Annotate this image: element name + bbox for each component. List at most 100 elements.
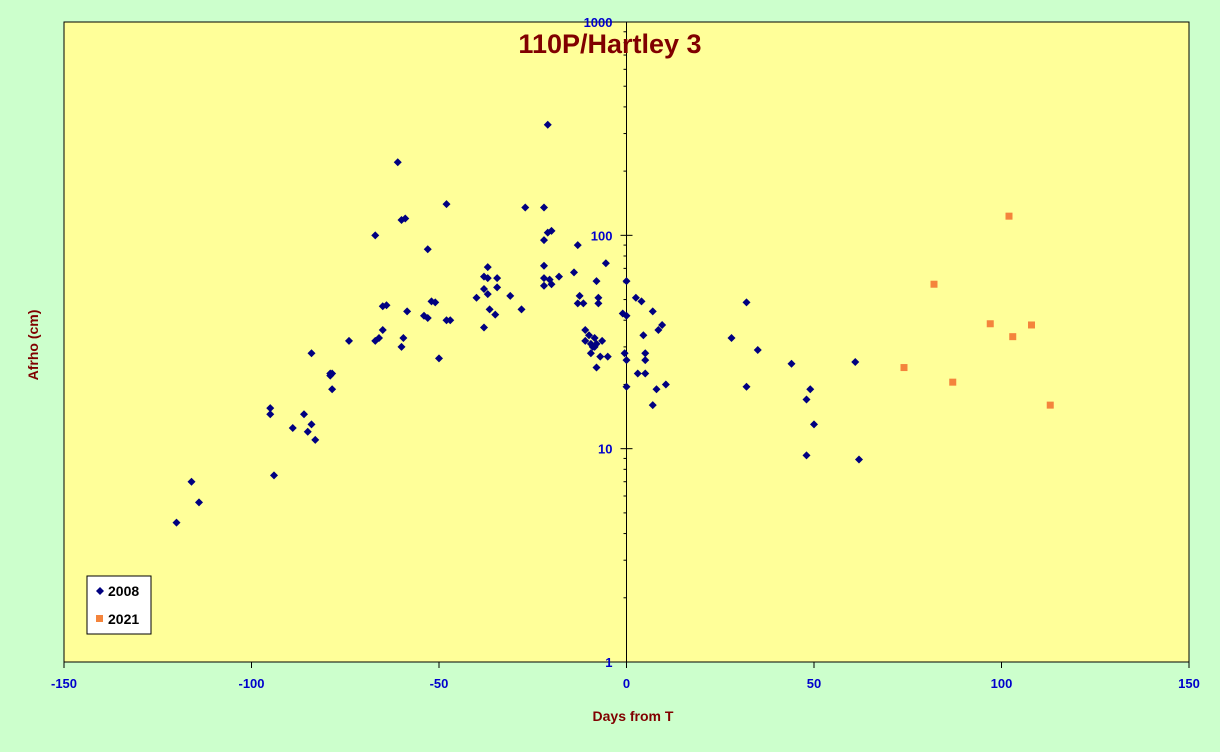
y-axis [620, 21, 633, 663]
data-point-2008 [641, 356, 650, 365]
data-point-2008 [483, 290, 492, 299]
data-point-2008 [787, 359, 796, 368]
data-point-2008 [601, 259, 610, 268]
data-point-2008 [586, 349, 595, 358]
data-point-2008 [598, 336, 607, 345]
data-point-2008 [442, 200, 451, 209]
data-point-2008 [307, 420, 316, 429]
data-point-2021 [930, 280, 938, 288]
data-point-2008 [637, 297, 646, 306]
data-point-2008 [446, 316, 455, 325]
data-point-2008 [622, 277, 631, 286]
data-point-2008 [483, 263, 492, 272]
data-point-2008 [592, 363, 601, 372]
data-point-2008 [622, 382, 631, 391]
data-point-2008 [543, 120, 552, 129]
x-axis [63, 661, 1190, 668]
data-points [172, 120, 1054, 527]
data-point-2008 [639, 331, 648, 340]
data-point-2021 [900, 364, 908, 372]
data-point-2008 [573, 241, 582, 250]
data-point-2008 [581, 336, 590, 345]
data-point-2008 [585, 331, 593, 340]
data-point-2008 [266, 410, 275, 419]
data-point-2008 [603, 352, 612, 361]
data-point-2008 [631, 293, 640, 302]
data-point-2008 [592, 339, 601, 348]
data-point-2008 [620, 349, 629, 358]
data-point-2008 [633, 369, 642, 378]
data-point-2008 [592, 277, 601, 286]
data-point-2008 [855, 455, 863, 464]
data-point-2008 [648, 401, 657, 410]
data-point-2008 [328, 385, 337, 394]
y-tick-label: 1000 [584, 15, 613, 30]
data-point-2008 [806, 385, 815, 394]
data-point-2008 [345, 336, 353, 345]
data-point-2008 [270, 471, 278, 480]
x-tick-label: -150 [51, 676, 77, 691]
data-point-2008 [423, 313, 432, 322]
data-point-2008 [480, 285, 488, 294]
y-tick-label: 10 [598, 442, 612, 457]
data-point-2008 [172, 518, 181, 527]
legend: 2008 2021 [86, 575, 152, 635]
data-point-2008 [594, 299, 603, 308]
data-point-2008 [480, 323, 488, 332]
data-point-2008 [378, 325, 387, 334]
data-point-2021 [949, 378, 957, 386]
data-point-2008 [540, 261, 548, 270]
data-point-2008 [382, 301, 391, 310]
data-point-2008 [485, 305, 494, 314]
data-point-2008 [654, 325, 663, 334]
data-point-2008 [742, 382, 751, 391]
data-point-2008 [579, 299, 588, 308]
data-point-2008 [727, 334, 736, 343]
data-point-2008 [399, 334, 408, 343]
data-point-2008 [753, 346, 762, 355]
legend-entry-2008: 2008 [108, 583, 139, 599]
data-point-2008 [648, 307, 657, 316]
data-point-2008 [506, 291, 515, 300]
data-point-2008 [851, 357, 860, 366]
data-point-2008 [547, 280, 556, 289]
data-point-2008 [652, 385, 661, 394]
data-point-2008 [540, 203, 548, 212]
data-point-2008 [517, 305, 526, 314]
chart-title: 110P/Hartley 3 [518, 29, 701, 59]
data-point-2021 [1046, 401, 1054, 409]
data-point-2008 [375, 334, 383, 343]
data-point-2008 [540, 274, 548, 283]
data-point-2008 [802, 395, 811, 404]
data-point-2008 [594, 293, 603, 302]
data-point-2008 [622, 311, 631, 320]
data-point-2008 [573, 299, 582, 308]
data-point-2008 [371, 231, 380, 240]
legend-entry-2021: 2021 [108, 611, 139, 627]
data-point-2008 [596, 352, 605, 361]
data-point-2008 [403, 307, 412, 316]
data-point-2008 [521, 203, 530, 212]
data-point-2008 [581, 325, 590, 334]
data-point-2008 [547, 226, 556, 235]
data-point-2008 [802, 451, 811, 460]
data-point-2008 [493, 274, 502, 283]
x-tick-label: 150 [1178, 676, 1200, 691]
data-point-2008 [810, 420, 818, 429]
data-point-2008 [328, 369, 337, 378]
x-tick-label: -100 [238, 676, 264, 691]
data-point-2008 [472, 293, 481, 302]
data-point-2008 [641, 369, 650, 378]
data-point-2008 [493, 283, 502, 292]
y-tick-labels: 1 10 100 1000 [584, 15, 613, 670]
data-point-2008 [540, 236, 548, 245]
data-point-2008 [195, 498, 203, 507]
x-tick-label: 100 [991, 676, 1013, 691]
data-point-2008 [431, 298, 440, 307]
data-point-2021 [986, 320, 994, 328]
data-point-2008 [555, 272, 563, 281]
y-tick-label: 1 [605, 655, 612, 670]
data-point-2008 [742, 298, 751, 307]
